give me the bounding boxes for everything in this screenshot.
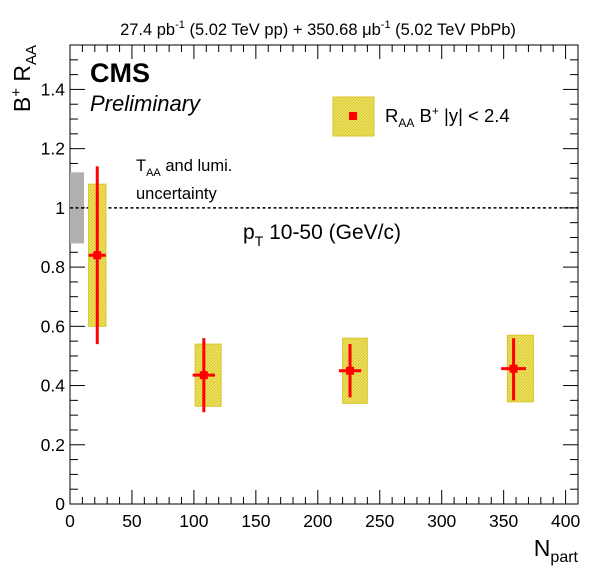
x-tick-label: 400 — [551, 511, 580, 531]
status-label: Preliminary — [90, 91, 202, 116]
x-tick-label: 350 — [489, 511, 518, 531]
data-point-marker — [346, 367, 354, 375]
y-tick-label: 1.2 — [41, 139, 65, 159]
experiment-label: CMS — [90, 58, 150, 88]
luminosity-header: 27.4 pb-1 (5.02 TeV pp) + 350.68 μb-1 (5… — [120, 19, 516, 39]
x-tick-label: 250 — [365, 511, 394, 531]
x-tick-labels: 0 50 100 150 200 250 300 350 400 — [65, 511, 580, 531]
legend: RAA B+ |y| < 2.4 — [333, 97, 510, 136]
y-axis-title: B+ RAA — [8, 45, 40, 112]
y-tick-label: 1 — [55, 198, 65, 218]
y-tick-label: 0.8 — [41, 257, 65, 277]
pbpb-lumi-exponent: -1 — [381, 19, 391, 31]
pp-lumi-exponent: -1 — [175, 19, 185, 31]
pbpb-lumi: 350.68 μb — [307, 21, 381, 39]
y-tick-label: 0.2 — [41, 435, 65, 455]
x-axis-title: Npart — [534, 535, 579, 566]
data-points — [89, 166, 534, 412]
pbpb-label: (5.02 TeV PbPb) — [391, 21, 516, 39]
pt-range-label: pT 10-50 (GeV/c) — [243, 221, 401, 249]
global-unc-label-line2: uncertainty — [136, 185, 217, 203]
x-tick-label: 50 — [122, 511, 142, 531]
x-tick-label: 0 — [65, 511, 75, 531]
y-tick-label: 0.4 — [41, 376, 66, 396]
legend-marker-swatch — [349, 112, 357, 120]
legend-label: RAA B+ |y| < 2.4 — [385, 104, 510, 130]
x-tick-label: 300 — [427, 511, 456, 531]
data-point-marker — [200, 371, 208, 379]
pp-label: (5.02 TeV pp) + — [185, 21, 307, 39]
pp-lumi: 27.4 pb — [120, 21, 175, 39]
x-tick-label: 100 — [179, 511, 208, 531]
data-point-marker — [510, 365, 518, 373]
y-tick-label: 0.6 — [41, 316, 65, 336]
y-tick-label: 0 — [55, 494, 65, 514]
global-unc-label-line1: TAA and lumi. — [136, 157, 232, 179]
x-tick-label: 150 — [241, 511, 270, 531]
y-tick-label: 1.4 — [41, 79, 66, 99]
data-point-marker — [93, 251, 101, 259]
x-tick-label: 200 — [303, 511, 332, 531]
y-tick-labels: 0 0.2 0.4 0.6 0.8 1 1.2 1.4 — [41, 79, 66, 514]
